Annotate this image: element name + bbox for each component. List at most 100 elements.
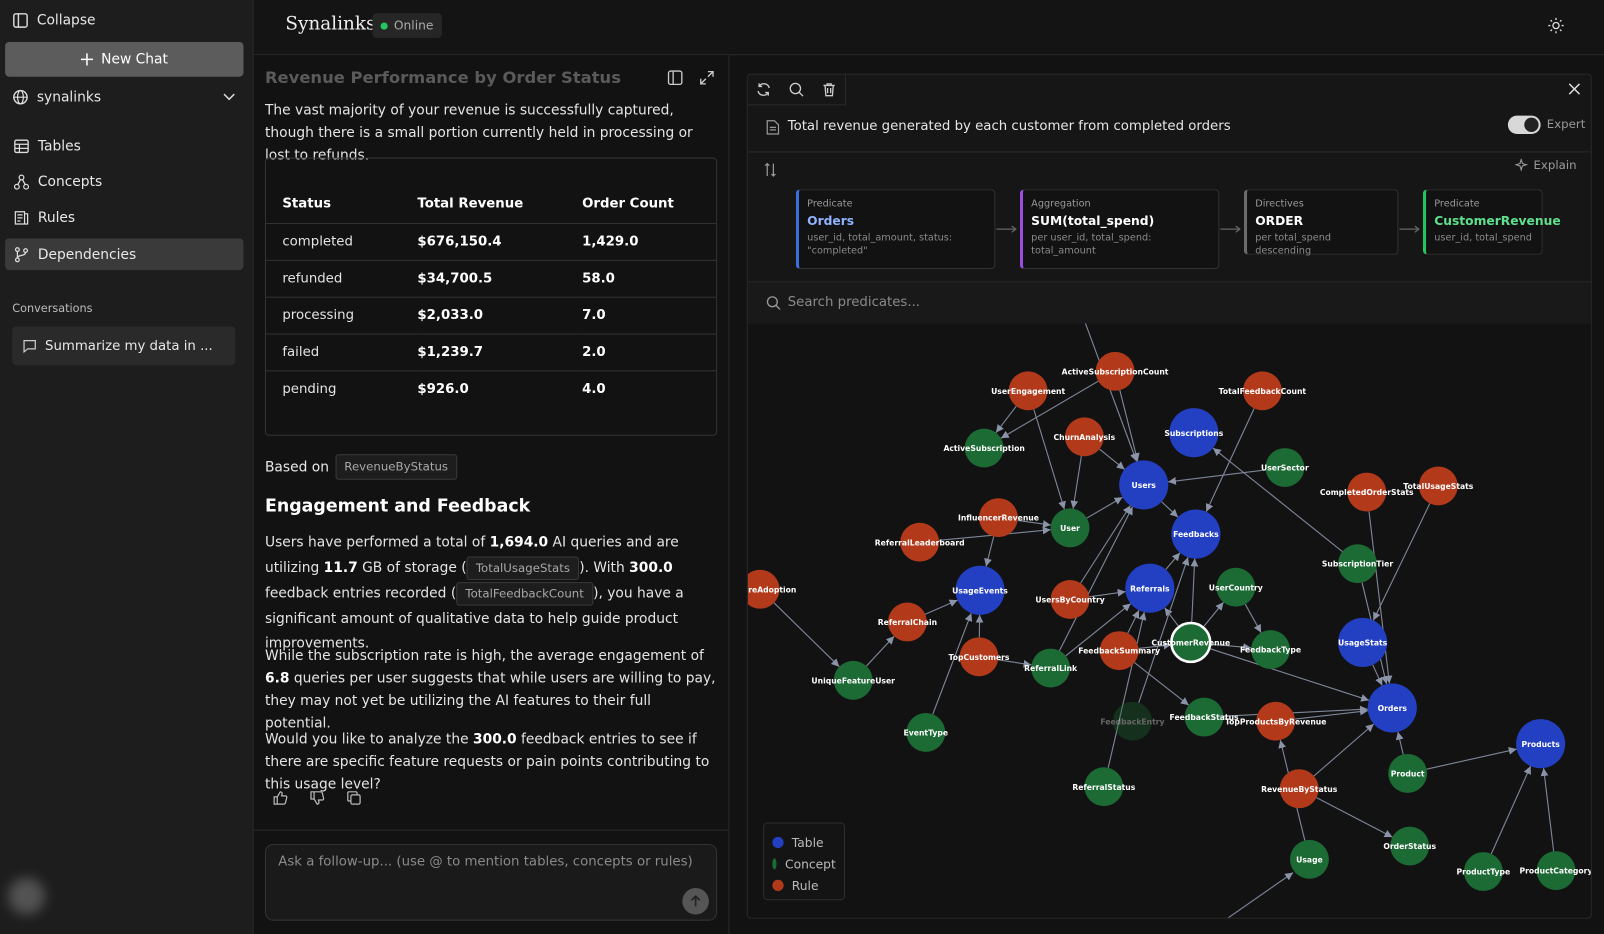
sort-icon[interactable] <box>764 162 776 177</box>
collapse-icon <box>13 13 28 28</box>
graph-node[interactable]: OrderStatus <box>1383 826 1437 866</box>
graph-node[interactable]: UserEngagement <box>991 371 1065 411</box>
graph-node[interactable]: Orders <box>1367 683 1417 733</box>
table-cell: 1,429.0 <box>582 233 639 250</box>
node-circle <box>1256 701 1296 741</box>
text: GB of storage ( <box>357 559 467 576</box>
graph-node[interactable]: CompletedOrderStats <box>1320 472 1414 512</box>
table-cell: $926.0 <box>417 381 469 397</box>
graph-node[interactable]: TopProductsByRevenue <box>1225 701 1326 741</box>
graph-node[interactable]: Products <box>1516 719 1566 769</box>
theme-toggle[interactable] <box>1548 17 1564 34</box>
pipeline-step[interactable]: Predicate CustomerRevenue user_id, total_s… <box>1422 189 1561 255</box>
graph-node[interactable]: ReferralStatus <box>1072 767 1136 807</box>
graph-node[interactable]: UsersByCountry <box>1035 580 1105 619</box>
node-circle <box>955 565 1005 615</box>
graph-node[interactable]: ProductCategory <box>1520 851 1592 891</box>
graph-node[interactable]: ActiveSubscription <box>943 428 1025 468</box>
graph-node[interactable]: UniqueFeatureUser <box>811 660 895 700</box>
graph-node[interactable]: RevenueByStatus <box>1261 769 1338 809</box>
graph-node[interactable]: ReferralLink <box>1024 648 1078 688</box>
graph-node[interactable]: UserCountry <box>1209 567 1263 607</box>
graph-node[interactable]: SubscriptionTier <box>1322 544 1393 584</box>
nav-item[interactable]: Rules <box>5 202 243 234</box>
graph-node[interactable]: EventType <box>904 713 949 752</box>
graph-node[interactable]: FeedbackEntry <box>1100 701 1165 741</box>
legend-item: Rule <box>772 875 835 896</box>
node-circle <box>1418 466 1458 506</box>
graph-node[interactable]: UsageStats <box>1338 617 1388 667</box>
graph-node[interactable]: Referrals <box>1125 563 1175 613</box>
graph-node[interactable]: Subscriptions <box>1164 408 1224 458</box>
graph-node[interactable]: ReferralLeaderboard <box>875 522 965 562</box>
node-circle <box>1184 697 1224 737</box>
source-chip[interactable]: TotalUsageStats <box>466 556 580 580</box>
sidebar-toggle-icon[interactable] <box>667 70 683 86</box>
graph-node[interactable]: UserSector <box>1261 448 1309 487</box>
nav-label: Concepts <box>37 173 103 190</box>
status-label: Online <box>393 18 434 33</box>
search-bar[interactable]: Search predicates... <box>747 281 1591 325</box>
send-button[interactable] <box>682 887 709 915</box>
intro-text: The vast majority of your revenue is suc… <box>264 102 693 164</box>
source-chip[interactable]: RevenueByStatus <box>335 454 458 480</box>
delete-icon[interactable] <box>821 82 836 97</box>
node-circle <box>906 713 946 752</box>
node-label: ChurnAnalysis <box>1054 433 1116 442</box>
source-chip[interactable]: TotalFeedbackCount <box>456 581 594 606</box>
node-circle <box>747 569 780 609</box>
graph-node[interactable]: ActiveSubscriptionCount <box>1062 351 1169 391</box>
graph-node[interactable]: Usage <box>1290 839 1329 879</box>
node-circle <box>1125 563 1175 613</box>
bold-value: 300.0 <box>472 731 517 748</box>
pipeline-step[interactable]: Predicate Orders user_id, total_amount, st… <box>795 189 996 270</box>
nav-item[interactable]: Dependencies <box>5 238 244 271</box>
graph-node[interactable]: TotalUsageStats <box>1403 466 1474 506</box>
pipeline-step[interactable]: Aggregation SUM(total_spend) per user_id, … <box>1019 189 1220 270</box>
copy-icon[interactable] <box>346 790 362 806</box>
graph-node[interactable]: TopCustomers <box>949 637 1010 677</box>
graph-node[interactable]: FeedbackSummary <box>1078 631 1160 671</box>
close-icon[interactable] <box>1568 83 1581 95</box>
expert-toggle[interactable] <box>1507 115 1541 135</box>
refresh-icon[interactable] <box>756 82 771 97</box>
thumbs-down[interactable] <box>309 790 325 806</box>
edge <box>1000 380 1099 439</box>
user-profile <box>8 877 172 919</box>
nav-item[interactable]: Tables <box>5 130 243 162</box>
explain-button[interactable]: Explain <box>1515 158 1577 172</box>
graph-node[interactable]: ChurnAnalysis <box>1054 417 1116 457</box>
new-chat-button[interactable]: New Chat <box>5 41 244 77</box>
expand-icon[interactable] <box>699 70 715 86</box>
graph-node[interactable]: UsageEvents <box>952 565 1008 615</box>
thumbs-up[interactable] <box>272 790 288 806</box>
graph-node[interactable]: ProductType <box>1456 852 1510 892</box>
edge <box>1138 557 1190 703</box>
step-detail: per user_id, total_spend: total_amount <box>1031 232 1152 257</box>
collapse-button[interactable]: Collapse <box>12 12 96 29</box>
graph-node[interactable]: FeedbackType <box>1240 630 1301 670</box>
follow-up-input[interactable]: Ask a follow-up... (use @ to mention tab… <box>264 843 718 921</box>
pipeline-step[interactable]: Directives ORDER per total_spend descendin… <box>1243 189 1399 257</box>
graph-node[interactable]: InfluencerRevenue <box>958 498 1039 538</box>
node-circle <box>1338 544 1377 584</box>
table-cell: $2,033.0 <box>417 307 484 323</box>
graph-node[interactable]: FeatureAdoption <box>747 569 797 609</box>
nav-item[interactable]: Concepts <box>5 166 243 198</box>
table-cell: 7.0 <box>582 307 606 323</box>
node-circle <box>1169 408 1219 458</box>
graph-node[interactable]: Feedbacks <box>1171 509 1221 559</box>
workspace-selector[interactable]: synalinks <box>12 89 235 105</box>
node-label: ActiveSubscriptionCount <box>1062 367 1169 376</box>
plus-icon <box>80 53 93 66</box>
node-circle <box>1170 621 1212 664</box>
graph-node[interactable]: User <box>1050 508 1090 548</box>
graph-node[interactable]: Product <box>1388 753 1428 793</box>
graph-node[interactable]: TotalFeedbackCount <box>1219 371 1307 411</box>
conversation-item[interactable]: Summarize my data in ... <box>12 326 236 366</box>
graph-node[interactable]: FeedbackStatus <box>1170 697 1240 737</box>
graph-node[interactable]: Users <box>1119 460 1169 510</box>
search-icon[interactable] <box>789 82 804 97</box>
graph-node[interactable]: CustomerRevenue <box>1151 621 1230 664</box>
graph-node[interactable]: ReferralChain <box>878 602 937 642</box>
